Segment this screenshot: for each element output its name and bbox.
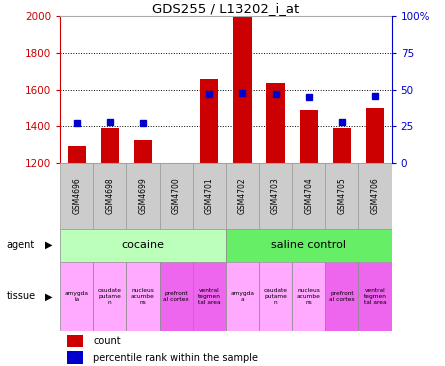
Text: GSM4705: GSM4705 <box>337 178 346 214</box>
Text: prefront
al cortex: prefront al cortex <box>163 291 189 302</box>
Text: amygda
la: amygda la <box>65 291 89 302</box>
Bar <box>68 146 86 163</box>
Text: GSM4704: GSM4704 <box>304 178 313 214</box>
Text: ▶: ▶ <box>44 240 52 250</box>
Text: nucleus
acumbe
ns: nucleus acumbe ns <box>131 288 155 305</box>
Text: nucleus
acumbe
ns: nucleus acumbe ns <box>297 288 321 305</box>
Bar <box>292 262 325 331</box>
Bar <box>60 262 93 331</box>
Text: agent: agent <box>7 240 35 250</box>
Bar <box>134 140 152 163</box>
Bar <box>67 335 83 347</box>
Bar <box>160 262 193 331</box>
Bar <box>60 229 226 262</box>
Bar <box>126 262 160 331</box>
Bar <box>226 163 259 229</box>
Text: prefront
al cortex: prefront al cortex <box>329 291 355 302</box>
Bar <box>193 262 226 331</box>
Bar <box>359 163 392 229</box>
Text: tissue: tissue <box>7 291 36 302</box>
Text: GSM4698: GSM4698 <box>105 178 114 214</box>
Bar <box>259 262 292 331</box>
Bar <box>233 16 251 163</box>
Text: caudate
putame
n: caudate putame n <box>98 288 122 305</box>
Text: ▶: ▶ <box>44 291 52 302</box>
Text: count: count <box>93 336 121 346</box>
Bar <box>160 163 193 229</box>
Text: GSM4696: GSM4696 <box>72 178 81 214</box>
Bar <box>292 163 325 229</box>
Bar <box>359 262 392 331</box>
Bar <box>67 351 83 363</box>
Text: caudate
putame
n: caudate putame n <box>263 288 287 305</box>
Bar <box>333 128 351 163</box>
Bar <box>325 163 359 229</box>
Text: cocaine: cocaine <box>121 240 165 250</box>
Text: GSM4701: GSM4701 <box>205 178 214 214</box>
Bar <box>325 262 359 331</box>
Bar <box>126 163 160 229</box>
Text: GSM4703: GSM4703 <box>271 178 280 214</box>
Title: GDS255 / L13202_i_at: GDS255 / L13202_i_at <box>152 2 299 15</box>
Text: ventral
tegmen
tal area: ventral tegmen tal area <box>198 288 221 305</box>
Bar <box>259 163 292 229</box>
Bar <box>101 128 119 163</box>
Text: amygda
a: amygda a <box>231 291 255 302</box>
Text: ventral
tegmen
tal area: ventral tegmen tal area <box>364 288 386 305</box>
Bar <box>299 110 318 163</box>
Bar <box>60 163 93 229</box>
Bar <box>193 163 226 229</box>
Bar <box>200 79 218 163</box>
Text: GSM4699: GSM4699 <box>138 178 147 214</box>
Text: percentile rank within the sample: percentile rank within the sample <box>93 353 258 363</box>
Text: GSM4700: GSM4700 <box>172 178 181 214</box>
Text: saline control: saline control <box>271 240 346 250</box>
Bar <box>93 163 126 229</box>
Bar <box>226 262 259 331</box>
Text: GSM4702: GSM4702 <box>238 178 247 214</box>
Bar <box>366 108 384 163</box>
Bar <box>93 262 126 331</box>
Bar <box>226 229 392 262</box>
Text: GSM4706: GSM4706 <box>371 178 380 214</box>
Bar <box>267 83 285 163</box>
